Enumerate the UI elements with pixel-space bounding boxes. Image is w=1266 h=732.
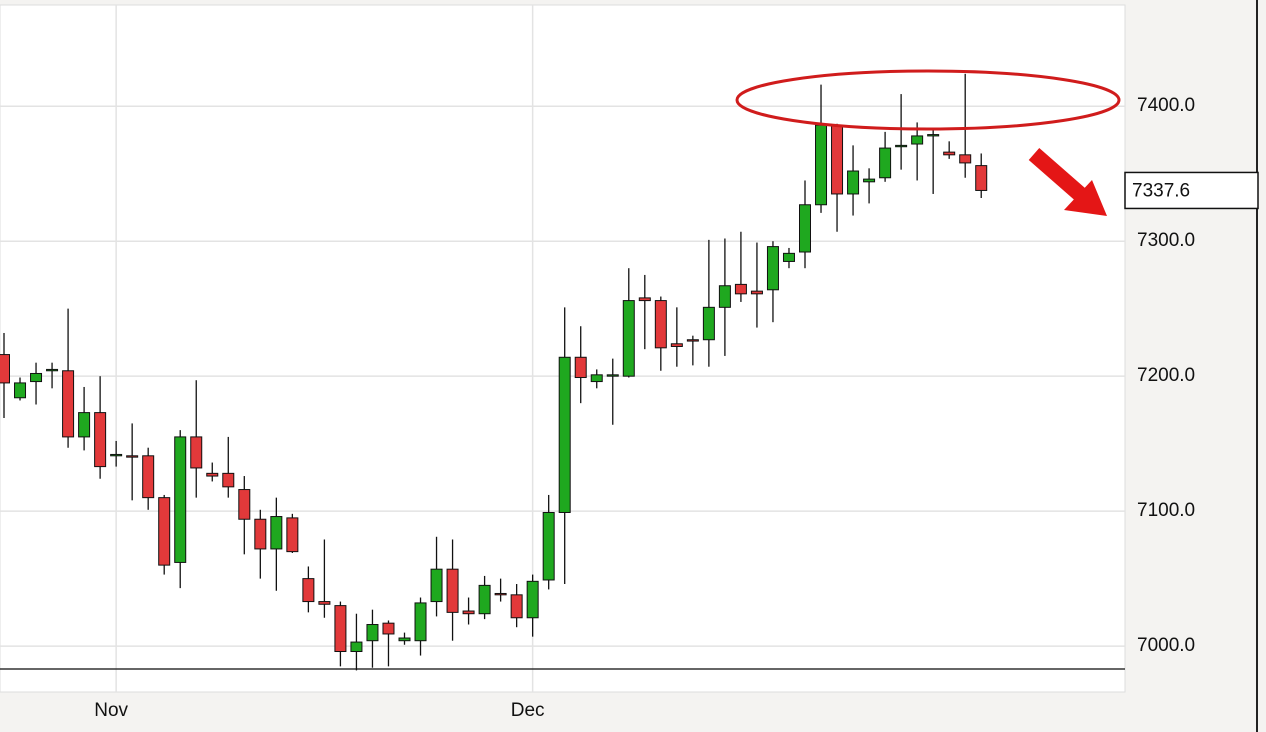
y-tick-label: 7400.0 xyxy=(1137,95,1195,116)
candle-body xyxy=(366,624,379,642)
candle-body xyxy=(750,290,763,295)
candle-body xyxy=(782,252,795,262)
candle-body xyxy=(382,622,395,635)
candle-body xyxy=(334,605,347,653)
candle-body xyxy=(94,412,107,468)
candle-body xyxy=(815,124,828,206)
candle-body xyxy=(766,246,779,291)
candle-body xyxy=(927,134,940,137)
candle-body xyxy=(686,339,699,342)
candle-body xyxy=(959,154,972,164)
candle-body xyxy=(110,453,123,457)
arrow-head xyxy=(1064,180,1107,216)
last-price-label: 7337.6 xyxy=(1132,180,1190,201)
candle-body xyxy=(847,170,860,195)
candle-body xyxy=(142,455,155,499)
candle-body xyxy=(718,285,731,308)
y-tick-label: 7300.0 xyxy=(1137,230,1195,251)
candle-body xyxy=(286,517,299,553)
candle-body xyxy=(46,368,59,372)
candle-body xyxy=(542,511,555,581)
candle-body xyxy=(863,178,876,183)
candle-body xyxy=(190,436,203,469)
candle-body xyxy=(14,382,27,399)
down-arrow xyxy=(1028,147,1107,216)
candle-body xyxy=(606,374,619,377)
candle-body xyxy=(430,568,443,603)
candle-body xyxy=(254,518,267,550)
candle-body xyxy=(831,124,844,195)
candle-body xyxy=(350,641,363,653)
candle-body xyxy=(911,135,924,145)
candle-body xyxy=(895,144,908,148)
candle-body xyxy=(702,306,715,341)
candle-body xyxy=(30,372,43,383)
candle-body xyxy=(975,165,988,191)
candle-body xyxy=(158,497,171,566)
candle-body xyxy=(398,637,411,642)
y-tick-label: 7000.0 xyxy=(1137,635,1195,656)
candle-body xyxy=(78,412,91,438)
candle-body xyxy=(238,489,251,520)
candle-body xyxy=(558,356,571,513)
candle-body xyxy=(622,300,635,377)
candle-body xyxy=(222,472,235,488)
candle-body xyxy=(574,356,587,379)
y-tick-label: 7100.0 xyxy=(1137,500,1195,521)
candle-body xyxy=(510,594,523,619)
y-tick-label: 7200.0 xyxy=(1137,365,1195,386)
last-price-box xyxy=(1124,171,1259,210)
candle-body xyxy=(799,204,811,253)
x-tick-label: Dec xyxy=(511,700,545,721)
candle-body xyxy=(638,297,651,302)
candle-body xyxy=(206,472,219,477)
candle-body xyxy=(174,436,187,563)
highlight-ellipse xyxy=(735,69,1121,131)
candle-body xyxy=(270,516,283,550)
candle-body xyxy=(318,601,331,605)
candle-body xyxy=(590,374,603,383)
plot-area xyxy=(0,4,1126,693)
candle-body xyxy=(126,455,139,458)
candle-body xyxy=(670,343,683,347)
candle-body xyxy=(302,578,315,603)
arrow-shaft xyxy=(1028,147,1088,203)
x-tick-label: Nov xyxy=(94,700,128,721)
candle-body xyxy=(414,602,427,642)
candle-body xyxy=(62,370,75,438)
candle-body xyxy=(943,151,956,156)
candle-body xyxy=(0,354,10,384)
candle-body xyxy=(446,568,459,613)
candle-body xyxy=(478,584,491,615)
candle-body xyxy=(526,580,539,619)
candle-body xyxy=(462,610,475,615)
candle-body xyxy=(654,300,667,349)
candle-body xyxy=(494,592,507,596)
candle-body xyxy=(734,283,747,295)
candle-body xyxy=(879,147,892,179)
